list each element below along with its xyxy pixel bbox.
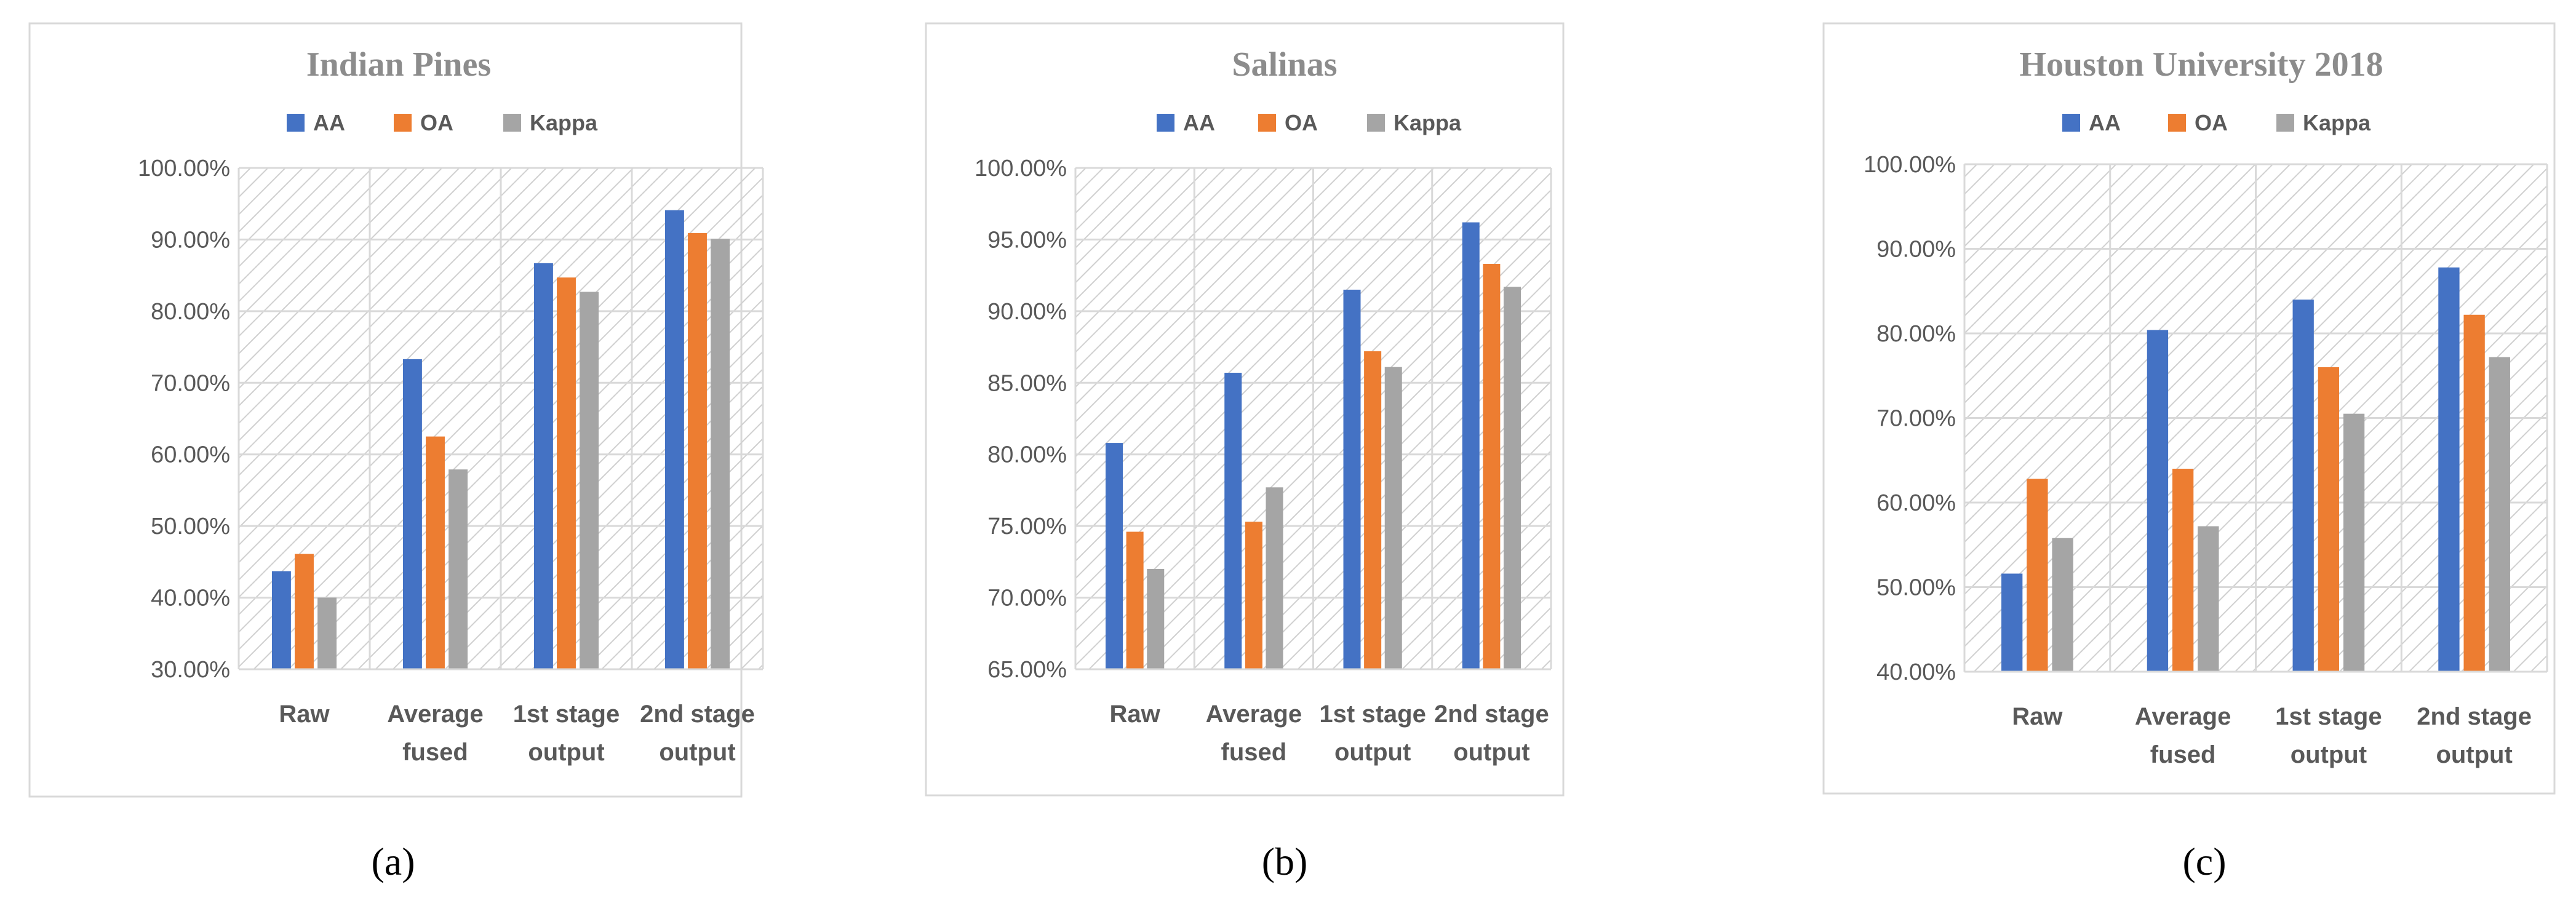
y-tick-label: 70.00% (151, 370, 230, 396)
bar-oa (2027, 479, 2048, 672)
y-tick-label: 90.00% (987, 299, 1067, 325)
bar-aa (1105, 443, 1123, 669)
chart-title: Houston University 2018 (2019, 46, 2383, 84)
x-tick-label: Average fused (2135, 703, 2231, 768)
x-tick-label: 2nd stage output (640, 701, 755, 766)
legend-label-kappa: Kappa (1394, 110, 1462, 135)
bar-oa (2172, 469, 2194, 672)
legend-label-oa: OA (1285, 110, 1318, 135)
y-tick-label: 70.00% (1876, 406, 1956, 432)
chart-panel-2: Salinas AA OA Kappa 65.00% 70.00% 75.00% 80.00%… (925, 22, 1565, 883)
bar-oa (2463, 314, 2485, 672)
y-tick-label: 50.00% (151, 514, 230, 539)
bar-aa (533, 263, 553, 670)
legend-label-kappa: Kappa (2303, 110, 2371, 135)
legend-swatch-kappa (1367, 114, 1385, 132)
bar-kappa (2052, 538, 2073, 672)
panel-caption: (a) (371, 840, 415, 883)
y-tick-label: 50.00% (1876, 575, 1956, 601)
bar-kappa (1266, 487, 1283, 669)
bar-aa (1224, 372, 1242, 669)
y-tick-label: 30.00% (151, 657, 230, 683)
panel-caption: (c) (2182, 840, 2226, 883)
y-tick-label: 40.00% (151, 586, 230, 611)
bar-aa (664, 210, 684, 669)
bar-aa (271, 571, 291, 669)
legend-swatch-kappa (2276, 114, 2294, 132)
legend-swatch-kappa (503, 114, 521, 132)
y-tick-label: 80.00% (151, 299, 230, 325)
legend-label-aa: AA (1183, 110, 1215, 135)
bar-oa (1483, 264, 1501, 669)
bar-aa (2438, 267, 2460, 672)
legend-label-aa: AA (2089, 110, 2121, 135)
legend-swatch-aa (287, 114, 305, 132)
bar-aa (402, 359, 422, 669)
bar-kappa (2198, 526, 2219, 672)
x-tick-label: Raw (1110, 701, 1161, 728)
y-tick-label: 70.00% (987, 586, 1067, 611)
x-tick-label: 2nd stage output (1434, 701, 1549, 766)
bar-kappa (2489, 357, 2510, 672)
bar-oa (2318, 367, 2340, 672)
legend-label-kappa: Kappa (530, 110, 598, 135)
bar-kappa (317, 597, 337, 669)
y-tick-label: 60.00% (1876, 490, 1956, 516)
bar-kappa (1384, 367, 1402, 669)
y-tick-label: 100.00% (975, 156, 1067, 181)
bar-oa (295, 554, 314, 669)
chart-title: Salinas (1232, 46, 1337, 84)
legend-label-oa: OA (420, 110, 453, 135)
bar-aa (1343, 289, 1361, 669)
bar-oa (1126, 531, 1144, 669)
x-tick-label: Raw (2012, 703, 2063, 730)
bar-kappa (2343, 413, 2365, 672)
bar-oa (1364, 351, 1382, 669)
legend-swatch-oa (394, 114, 412, 132)
legend-swatch-oa (2168, 114, 2186, 132)
bar-aa (2147, 330, 2169, 672)
bar-kappa (449, 469, 468, 669)
bar-kappa (711, 239, 730, 669)
x-tick-label: 2nd stage output (2417, 703, 2532, 768)
x-tick-label: Average fused (387, 701, 483, 766)
x-tick-label: Raw (279, 701, 330, 728)
legend-label-oa: OA (2195, 110, 2228, 135)
chart-panel-3: Houston University 2018 AA OA Kappa 40.00% 50… (1822, 22, 2556, 883)
legend-label-aa: AA (313, 110, 345, 135)
y-tick-label: 60.00% (151, 442, 230, 468)
y-tick-label: 75.00% (987, 514, 1067, 539)
bar-oa (688, 233, 707, 669)
bar-oa (1245, 522, 1262, 669)
y-tick-label: 95.00% (987, 227, 1067, 253)
y-tick-label: 80.00% (1876, 321, 1956, 347)
x-tick-label: 1st stage output (2275, 703, 2382, 768)
bar-kappa (1147, 569, 1165, 669)
chart-panel-1: Indian Pines AA OA Kappa 30.00% 40.00% 50.00% 6… (28, 22, 764, 883)
bar-kappa (580, 292, 599, 670)
legend-swatch-oa (1258, 114, 1276, 132)
legend-swatch-aa (2062, 114, 2080, 132)
y-tick-label: 100.00% (1864, 152, 1956, 178)
y-tick-label: 90.00% (1876, 237, 1956, 263)
bar-aa (2001, 573, 2023, 672)
y-tick-label: 80.00% (987, 442, 1067, 468)
bar-aa (1462, 222, 1480, 669)
chart-title: Indian Pines (306, 46, 491, 84)
bar-kappa (1503, 287, 1521, 669)
x-tick-label: Average fused (1206, 701, 1302, 766)
panel-caption: (b) (1262, 840, 1308, 883)
bar-oa (426, 436, 445, 669)
bar-aa (2292, 300, 2314, 672)
y-tick-label: 100.00% (138, 156, 230, 181)
y-tick-label: 40.00% (1876, 659, 1956, 685)
x-tick-label: 1st stage output (513, 701, 620, 766)
bar-oa (557, 277, 576, 669)
legend-swatch-aa (1157, 114, 1174, 132)
y-tick-label: 85.00% (987, 370, 1067, 396)
y-tick-label: 65.00% (987, 657, 1067, 683)
x-tick-label: 1st stage output (1319, 701, 1426, 766)
y-tick-label: 90.00% (151, 227, 230, 253)
